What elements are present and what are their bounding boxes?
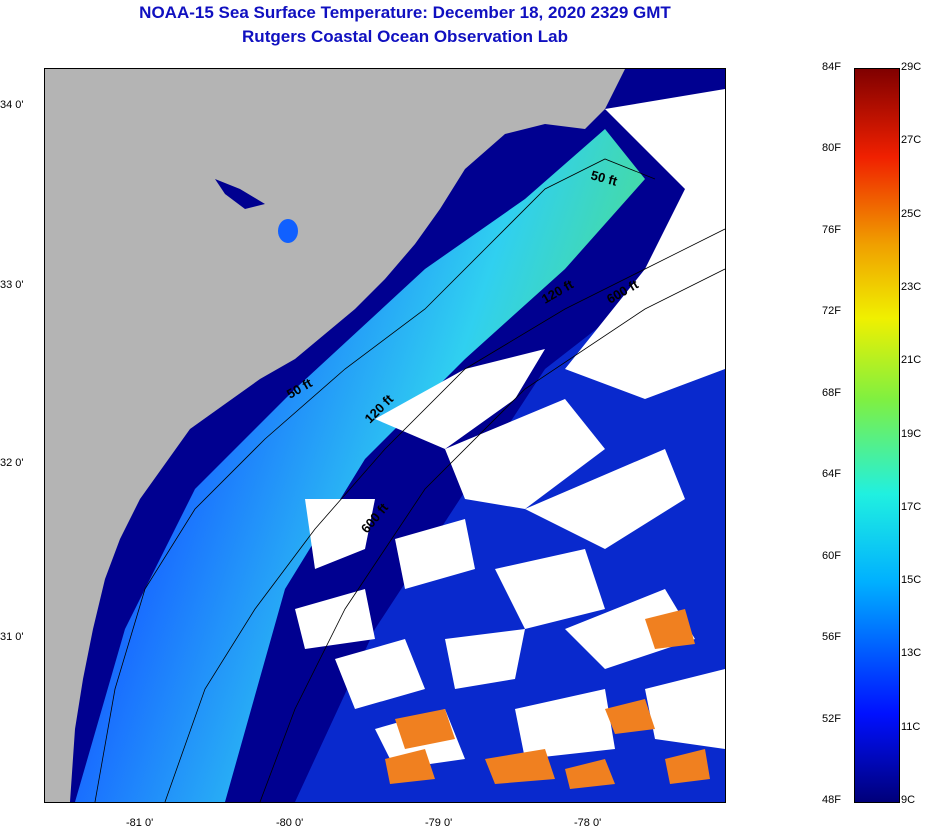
latitude-label: 34 0': [0, 99, 24, 111]
latitude-label: 31 0': [0, 631, 24, 643]
depth-contours: [94, 158, 725, 802]
colorbar-label-f: 52F: [822, 712, 841, 725]
map-subtitle: Rutgers Coastal Ocean Observation Lab: [242, 27, 568, 46]
colorbar-label-f: 64F: [822, 468, 841, 481]
colorbar-label-f: 60F: [822, 549, 841, 562]
longitude-label: -80 0': [276, 817, 304, 829]
latitude-label: 33 0': [0, 279, 24, 291]
sst-map[interactable]: 50 ft 50 ft 120 ft 120 ft 600 ft 600 ft: [44, 68, 726, 803]
colorbar-label-c: 11C: [901, 720, 921, 733]
colorbar-label-c: 17C: [901, 500, 922, 513]
colorbar-label-f: 72F: [822, 305, 841, 318]
colorbar-label-c: 29C: [901, 61, 922, 73]
colorbar-label-c: 25C: [901, 207, 922, 220]
map-title: NOAA-15 Sea Surface Temperature: Decembe…: [139, 3, 671, 22]
land-mass: [45, 69, 625, 802]
colorbar-label-c: 15C: [901, 574, 922, 587]
temperature-colorbar: [854, 68, 900, 803]
colorbar-label-f: 56F: [822, 631, 841, 644]
colorbar-label-c: 27C: [901, 134, 922, 147]
lake: [278, 219, 298, 243]
colorbar-label-f: 84F: [822, 61, 841, 73]
contour-label: 50 ft: [589, 167, 619, 189]
colorbar-label-f: 80F: [822, 142, 841, 155]
colorbar-label-c: 21C: [901, 354, 922, 367]
colorbar-label-f: 76F: [822, 223, 841, 236]
warm-water-patches: [385, 609, 710, 789]
lake: [215, 179, 265, 209]
colorbar-label-c: 13C: [901, 647, 922, 660]
longitude-label: -78 0': [574, 817, 602, 829]
sst-map-image: 50 ft 50 ft 120 ft 120 ft 600 ft 600 ft: [45, 69, 725, 802]
colorbar-label-f: 48F: [822, 794, 841, 806]
longitude-label: -81 0': [126, 817, 154, 829]
nearshore-water: [75, 129, 645, 802]
cloud-cover: [295, 89, 725, 769]
latitude-label: 32 0': [0, 457, 24, 469]
longitude-label: -79 0': [425, 817, 453, 829]
colorbar-label-f: 68F: [822, 386, 841, 399]
colorbar-label-c: 23C: [901, 280, 922, 293]
colorbar-label-c: 19C: [901, 427, 922, 440]
colorbar-gradient: [855, 69, 899, 802]
colorbar-label-c: 9C: [901, 794, 916, 806]
